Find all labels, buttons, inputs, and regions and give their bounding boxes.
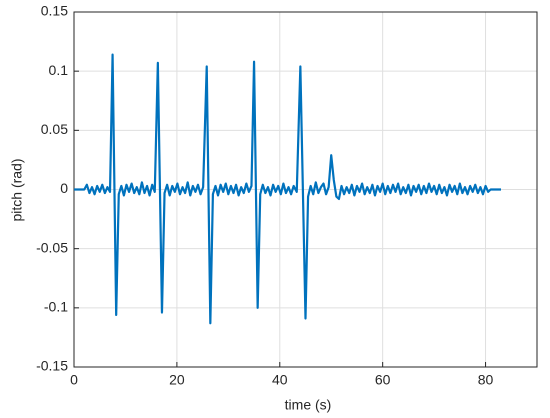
- y-tick-label: 0: [60, 180, 68, 196]
- x-tick-label: 20: [169, 372, 185, 388]
- y-tick-label: -0.05: [36, 239, 68, 255]
- y-tick-label: -0.15: [36, 358, 68, 374]
- y-tick-label: -0.1: [44, 299, 68, 315]
- y-tick-label: 0.05: [41, 121, 68, 137]
- y-tick-label: 0.15: [41, 3, 68, 19]
- y-axis-label: pitch (rad): [9, 158, 25, 221]
- x-tick-label: 0: [70, 372, 78, 388]
- x-tick-label: 60: [375, 372, 391, 388]
- line-series: [74, 53, 501, 325]
- y-tick-label: 0.1: [49, 62, 69, 78]
- x-tick-label: 40: [272, 372, 288, 388]
- x-tick-label: 80: [478, 372, 494, 388]
- x-axis-label: time (s): [285, 397, 332, 413]
